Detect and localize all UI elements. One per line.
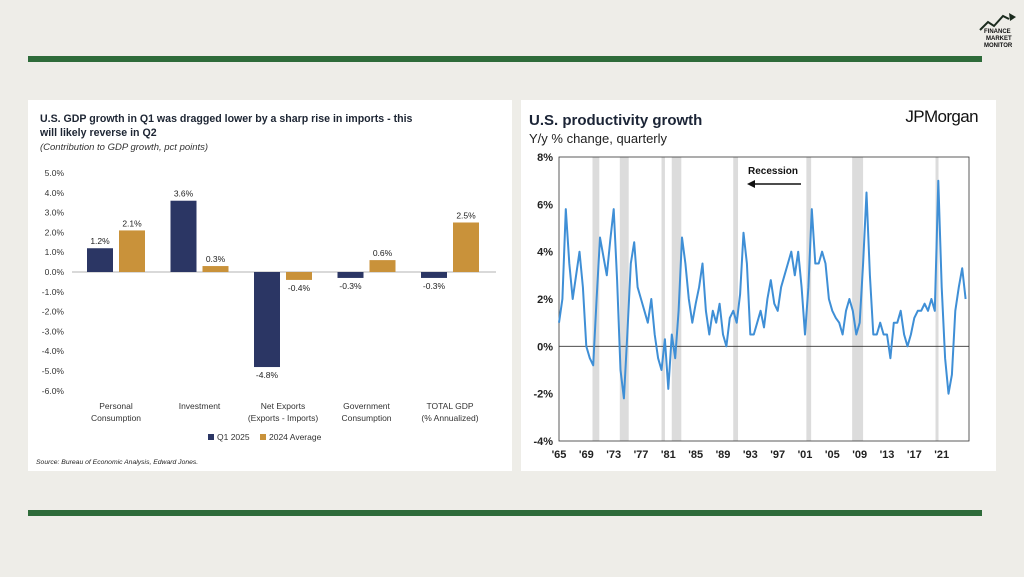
- y-tick-label: 5.0%: [45, 168, 65, 178]
- data-label: 0.6%: [373, 248, 393, 258]
- bar-q1-2025: [87, 248, 113, 272]
- category-label: Consumption: [341, 413, 391, 423]
- productivity-series-line: [558, 179, 967, 400]
- legend-swatch: [208, 434, 214, 440]
- recession-band: [852, 157, 864, 441]
- data-label: 2.1%: [122, 218, 142, 228]
- bar-2024-average: [119, 230, 145, 272]
- recession-band: [733, 157, 739, 441]
- category-label: (Exports - Imports): [248, 413, 319, 423]
- y-tick-label: 1.0%: [45, 247, 65, 257]
- y-tick-label: 4.0%: [45, 188, 65, 198]
- category-label: TOTAL GDP: [426, 401, 473, 411]
- y-tick-label: 2.0%: [45, 227, 65, 237]
- bar-2024-average: [369, 260, 396, 272]
- bar-q1-2025: [170, 200, 197, 272]
- category-label: Personal: [99, 401, 133, 411]
- logo-line-2: MARKET: [986, 36, 1012, 42]
- recession-band: [671, 157, 682, 441]
- x-tick-label: '77: [634, 449, 649, 461]
- x-tick-label: '69: [579, 449, 594, 461]
- productivity-chart-subtitle: Y/y % change, quarterly: [529, 131, 668, 146]
- plot-frame: [558, 156, 970, 442]
- gdp-bar-chart: 5.0% 4.0% 3.0% 2.0% 1.0% 0.0% -1.0% -2.0% -3.0% -…: [42, 168, 496, 442]
- x-tick-label: '73: [606, 449, 621, 461]
- bar-2024-average: [286, 272, 312, 280]
- data-label: 2.5%: [456, 211, 476, 221]
- x-tick-label: '85: [688, 449, 703, 461]
- legend-label: Q1 2025: [217, 432, 250, 442]
- category-label: (% Annualized): [421, 413, 478, 423]
- data-label: -0.3%: [339, 281, 362, 291]
- x-tick-label: '65: [552, 449, 567, 461]
- jpmorgan-brand-logo: JPMorgan: [905, 107, 978, 126]
- data-label: 0.3%: [206, 254, 226, 264]
- y-tick-label: -3.0%: [42, 326, 65, 336]
- recession-band: [661, 157, 665, 441]
- x-tick-label: '05: [825, 449, 840, 461]
- x-tick-label: '01: [798, 449, 813, 461]
- y-tick-label: -1.0%: [42, 287, 65, 297]
- y-tick-label: -2%: [533, 389, 553, 401]
- x-tick-label: '17: [907, 449, 922, 461]
- legend-label: 2024 Average: [269, 432, 322, 442]
- category-label: Government: [343, 401, 390, 411]
- recession-band: [935, 157, 939, 441]
- productivity-line-chart: 8% 6% 4% 2% 0% -2% -4%'65 '69 '73 '77 '81 '85 '89 '93…: [533, 152, 970, 461]
- gdp-chart-source: Source: Bureau of Economic Analysis, Edw…: [36, 459, 199, 466]
- y-tick-label: 6%: [537, 199, 553, 211]
- y-tick-label: -4%: [533, 436, 553, 448]
- category-label: Net Exports: [261, 401, 305, 411]
- x-tick-label: '81: [661, 449, 676, 461]
- recession-band: [619, 157, 629, 441]
- x-tick-label: '89: [716, 449, 731, 461]
- gdp-chart-panel: U.S. GDP growth in Q1 was dragged lower …: [28, 100, 512, 471]
- y-tick-label: 3.0%: [45, 208, 65, 218]
- y-tick-label: 0.0%: [45, 267, 65, 277]
- data-label: 1.2%: [90, 236, 110, 246]
- recession-annotation: Recession: [748, 166, 798, 177]
- logo-line-1: FINANCE: [984, 29, 1011, 35]
- gdp-chart-subtitle: (Contribution to GDP growth, pct points): [40, 142, 209, 153]
- y-tick-label: -5.0%: [42, 366, 65, 376]
- y-tick-label: 2%: [537, 294, 553, 306]
- category-label: Investment: [179, 401, 221, 411]
- productivity-chart-title: U.S. productivity growth: [529, 112, 703, 129]
- x-tick-label: '97: [770, 449, 785, 461]
- bar-q1-2025: [421, 272, 447, 278]
- legend-swatch: [260, 434, 266, 440]
- bar-q1-2025: [254, 272, 280, 368]
- bottom-divider-rule: [28, 510, 982, 516]
- y-tick-label: 0%: [537, 341, 553, 353]
- data-label: 3.6%: [174, 189, 194, 199]
- category-label: Consumption: [91, 413, 141, 423]
- top-divider-rule: [28, 56, 982, 62]
- bar-q1-2025: [337, 272, 364, 278]
- gdp-chart-title: U.S. GDP growth in Q1 was dragged lower …: [40, 113, 413, 139]
- productivity-chart-panel: U.S. productivity growth Y/y % change, q…: [521, 100, 996, 471]
- x-tick-label: '09: [852, 449, 867, 461]
- logo-line-3: MONITOR: [984, 43, 1013, 49]
- y-tick-label: 8%: [537, 152, 553, 164]
- x-tick-label: '21: [934, 449, 949, 461]
- data-label: -0.3%: [423, 281, 446, 291]
- y-tick-label: 4%: [537, 247, 553, 259]
- data-label: -4.8%: [256, 370, 279, 380]
- recession-arrow-head: [747, 180, 755, 188]
- recession-band: [806, 157, 812, 441]
- chart-arrow-icon: FINANCE MARKET MONITOR: [979, 13, 1016, 49]
- y-tick-label: -6.0%: [42, 386, 65, 396]
- y-tick-label: -2.0%: [42, 307, 65, 317]
- bar-2024-average: [453, 222, 479, 272]
- x-tick-label: '13: [880, 449, 895, 461]
- y-tick-label: -4.0%: [42, 346, 65, 356]
- x-tick-label: '93: [743, 449, 758, 461]
- bar-2024-average: [202, 266, 229, 272]
- data-label: -0.4%: [288, 283, 311, 293]
